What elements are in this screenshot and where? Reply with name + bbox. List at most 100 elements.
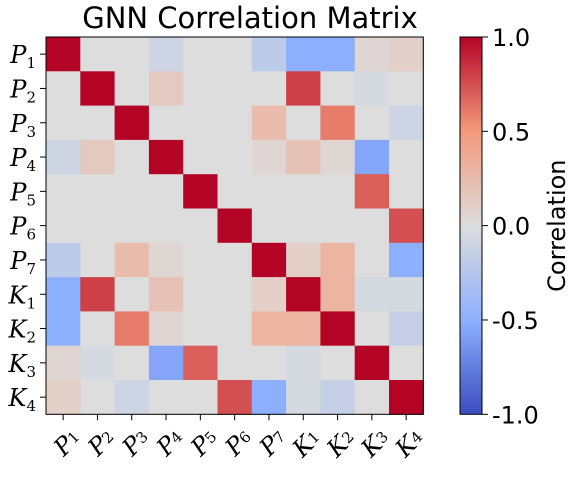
heatmap-cell — [354, 37, 390, 72]
heatmap-cell — [80, 277, 116, 312]
heatmap-cell — [46, 311, 81, 347]
heatmap-cell — [286, 71, 321, 107]
heatmap-cell — [286, 105, 321, 141]
heatmap-cell — [354, 174, 390, 209]
heatmap-cell — [251, 174, 287, 209]
heatmap-cell — [80, 71, 116, 107]
heatmap-cell — [148, 380, 184, 415]
heatmap-cell — [354, 311, 390, 347]
heatmap-cell — [46, 242, 81, 278]
heatmap-cell — [251, 277, 287, 312]
colorbar — [459, 36, 483, 415]
heatmap-cell — [148, 345, 184, 381]
heatmap-cell — [217, 345, 253, 381]
heatmap-cell — [114, 345, 150, 381]
heatmap-cell — [286, 208, 321, 244]
heatmap-cell — [183, 105, 218, 141]
heatmap-cell — [114, 277, 150, 312]
x-tick-label: P4 — [150, 423, 189, 462]
heatmap-cell — [183, 208, 218, 244]
heatmap-cell — [217, 311, 253, 347]
x-tick-label: P1 — [47, 423, 86, 462]
y-tick-label: P4 — [9, 144, 36, 175]
heatmap-cell — [286, 174, 321, 209]
heatmap-cell — [183, 345, 218, 381]
y-tick-label: P3 — [9, 110, 36, 141]
heatmap-cell — [148, 311, 184, 347]
heatmap-cell — [46, 174, 81, 209]
heatmap-cell — [148, 277, 184, 312]
heatmap-cell — [251, 139, 287, 175]
heatmap-cell — [183, 139, 218, 175]
heatmap-cell — [354, 345, 390, 381]
heatmap-cell — [114, 311, 150, 347]
heatmap-cell — [80, 105, 116, 141]
heatmap-cell — [46, 277, 81, 312]
heatmap-cell — [251, 311, 287, 347]
heatmap-cells — [46, 37, 424, 415]
heatmap-cell — [354, 242, 390, 278]
heatmap-cell — [46, 71, 81, 107]
heatmap-cell — [148, 242, 184, 278]
heatmap-cell — [251, 71, 287, 107]
heatmap-cell — [320, 37, 356, 72]
heatmap-cell — [320, 105, 356, 141]
heatmap-cell — [217, 71, 253, 107]
heatmap-cell — [389, 277, 424, 312]
heatmap-cell — [148, 37, 184, 72]
heatmap-cell — [320, 208, 356, 244]
y-tick-label: K3 — [8, 350, 36, 381]
heatmap-cell — [217, 105, 253, 141]
x-tick-label: P3 — [116, 423, 155, 462]
heatmap-cell — [251, 37, 287, 72]
heatmap-cell — [286, 380, 321, 415]
heatmap-cell — [320, 174, 356, 209]
heatmap-cell — [286, 139, 321, 175]
heatmap-cell — [183, 174, 218, 209]
heatmap-cell — [217, 208, 253, 244]
x-tick-label: K1 — [286, 423, 326, 463]
heatmap-cell — [114, 71, 150, 107]
heatmap-cell — [286, 37, 321, 72]
heatmap-cell — [389, 139, 424, 175]
y-tick-label: P1 — [9, 41, 36, 72]
heatmap-cell — [217, 242, 253, 278]
heatmap-cell — [286, 345, 321, 381]
heatmap-cell — [183, 380, 218, 415]
heatmap-cell — [80, 37, 116, 72]
heatmap-cell — [389, 311, 424, 347]
heatmap-cell — [389, 105, 424, 141]
heatmap-cell — [148, 174, 184, 209]
heatmap-cell — [354, 105, 390, 141]
heatmap-cell — [46, 105, 81, 141]
heatmap-cell — [217, 139, 253, 175]
heatmap-cell — [389, 345, 424, 381]
heatmap-cell — [114, 242, 150, 278]
heatmap-cell — [80, 174, 116, 209]
x-tick-label: K3 — [355, 423, 395, 463]
heatmap-cell — [80, 139, 116, 175]
heatmap-cell — [183, 37, 218, 72]
heatmap-cell — [320, 311, 356, 347]
heatmap-cell — [286, 242, 321, 278]
colorbar-ticks: 1.0 0.5 0.0 -0.5 -1.0 — [482, 24, 539, 429]
heatmap-cell — [80, 208, 116, 244]
y-tick-label: K2 — [8, 316, 36, 347]
y-tick-label: K4 — [8, 384, 36, 415]
y-tick-label: K1 — [8, 281, 36, 312]
heatmap-cell — [251, 242, 287, 278]
heatmap-cell — [114, 174, 150, 209]
heatmap-cell — [114, 139, 150, 175]
heatmap-cell — [389, 380, 424, 415]
heatmap-cell — [46, 380, 81, 415]
colorbar-tick-label: 1.0 — [492, 24, 530, 52]
y-tick-label: P7 — [9, 247, 36, 278]
heatmap-cell — [46, 37, 81, 72]
heatmap-cell — [354, 71, 390, 107]
x-tick-label: K2 — [320, 423, 360, 463]
heatmap-cell — [183, 71, 218, 107]
colorbar-tick-label: -0.5 — [492, 307, 539, 335]
heatmap-cell — [148, 139, 184, 175]
